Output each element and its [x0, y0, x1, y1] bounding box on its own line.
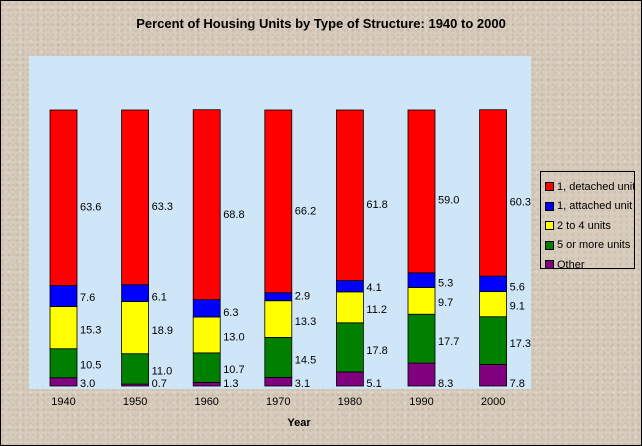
value-labels-layer: 3.0 10.5 15.3 7.6 63.6 0.711.0 18.9 6.1 63.3 1.3 1…: [80, 195, 531, 390]
bar-segment-2000-2-to-4-units: [479, 291, 508, 318]
bar-segment-1980-1-detached-unit: [335, 109, 364, 281]
value-label-1980-1-attached-unit: 4.1: [366, 282, 381, 294]
value-label-1960-1-attached-unit: 6.3: [223, 307, 238, 319]
value-label-2000-2-to-4-units: 9.1: [510, 300, 525, 312]
value-label-1970-2-to-4-units: 13.3: [295, 316, 316, 328]
legend-item-1-attached-unit: 1, attached unit: [541, 197, 634, 217]
bar-segment-1960-other: [192, 382, 221, 387]
bar-segment-1970-2-to-4-units: [264, 300, 293, 338]
x-tick-1980: 1980: [338, 396, 362, 408]
value-label-1950-1-attached-unit: 6.1: [152, 292, 167, 304]
value-label-2000-5-or-more-units: 17.3: [510, 338, 531, 350]
bar-segment-1950-1-attached-unit: [121, 284, 149, 302]
bar-segment-2000-other: [479, 364, 508, 387]
legend-label: 1, detached unit: [557, 180, 636, 193]
value-label-1970-other: 3.1: [295, 378, 310, 390]
x-tick-1970: 1970: [266, 396, 290, 408]
value-label-1950-1-detached-unit: 63.3: [152, 201, 173, 213]
value-label-1970-1-detached-unit: 66.2: [295, 205, 316, 217]
value-label-1940-other: 3.0: [80, 378, 95, 390]
value-label-1940-1-attached-unit: 7.6: [80, 292, 95, 304]
bar-segment-1980-2-to-4-units: [335, 291, 364, 324]
value-label-1940-1-detached-unit: 63.6: [80, 202, 101, 214]
value-label-1980-5-or-more-units: 17.8: [366, 345, 387, 357]
bar-segment-1960-2-to-4-units: [192, 316, 221, 354]
value-label-2000-1-attached-unit: 5.6: [510, 282, 525, 294]
legend-swatch: [545, 260, 554, 270]
legend-swatch: [545, 240, 554, 250]
legend-item-2-to-4-units: 2 to 4 units: [541, 216, 634, 236]
value-label-1950-other: 0.7: [152, 378, 167, 390]
bar-segment-1980-5-or-more-units: [335, 322, 364, 373]
bar-segment-1960-5-or-more-units: [192, 352, 221, 383]
bar-segment-2000-1-attached-unit: [479, 275, 508, 293]
value-label-1950-2-to-4-units: 18.9: [152, 325, 173, 337]
bar-segment-1940-2-to-4-units: [49, 306, 78, 350]
bar-segment-1980-1-attached-unit: [335, 280, 364, 293]
value-label-1990-1-detached-unit: 59.0: [438, 195, 459, 207]
bar-segment-1970-other: [264, 377, 293, 387]
bar-segment-2000-1-detached-unit: [479, 109, 508, 277]
value-label-1980-1-detached-unit: 61.8: [366, 199, 387, 211]
x-axis-label: Year: [287, 417, 311, 429]
bar-segment-1990-2-to-4-units: [407, 287, 436, 315]
legend: 1, detached unit 1, attached unit 2 to 4 u…: [540, 171, 636, 271]
legend-item-5-or-more-units: 5 or more units: [541, 236, 634, 256]
value-label-1960-other: 1.3: [223, 378, 238, 390]
bar-segment-1940-other: [49, 377, 78, 387]
value-label-1990-2-to-4-units: 9.7: [438, 297, 453, 309]
x-tick-1940: 1940: [51, 396, 75, 408]
bar-segment-1990-other: [407, 362, 436, 387]
chart-title: Percent of Housing Units by Type of Stru…: [136, 16, 506, 31]
bar-segment-1970-1-attached-unit: [264, 292, 293, 302]
bar-segment-1990-5-or-more-units: [407, 313, 436, 364]
legend-label: 1, attached unit: [557, 200, 633, 213]
value-label-1940-2-to-4-units: 15.3: [80, 325, 101, 337]
bar-segment-1940-5-or-more-units: [49, 348, 78, 379]
bar-segment-1940-1-detached-unit: [49, 109, 78, 286]
value-label-1960-2-to-4-units: 13.0: [223, 332, 244, 344]
legend-swatch: [545, 182, 554, 192]
value-label-1990-other: 8.3: [438, 378, 453, 390]
value-label-1940-5-or-more-units: 10.5: [80, 360, 101, 372]
bar-segment-1950-1-detached-unit: [121, 109, 149, 286]
value-label-1980-2-to-4-units: 11.2: [366, 304, 387, 316]
bar-segment-1980-other: [335, 371, 364, 387]
bar-segment-1940-1-attached-unit: [49, 285, 78, 307]
x-tick-2000: 2000: [481, 396, 505, 408]
bar-segment-1960-1-detached-unit: [192, 109, 221, 301]
value-label-1980-other: 5.1: [366, 378, 381, 390]
bar-segment-1960-1-attached-unit: [192, 299, 221, 318]
value-label-1960-5-or-more-units: 10.7: [223, 364, 244, 376]
value-label-1970-1-attached-unit: 2.9: [295, 291, 310, 303]
value-label-1990-1-attached-unit: 5.3: [438, 277, 453, 289]
legend-label: 5 or more units: [557, 239, 631, 252]
legend-item-other: Other: [541, 255, 634, 275]
bar-segment-1950-2-to-4-units: [121, 301, 149, 355]
legend-item-1-detached-unit: 1, detached unit: [541, 177, 636, 197]
value-label-2000-1-detached-unit: 60.3: [510, 196, 531, 208]
x-tick-1990: 1990: [409, 396, 433, 408]
value-label-1990-5-or-more-units: 17.7: [438, 336, 459, 348]
bar-segment-1990-1-attached-unit: [407, 272, 436, 288]
legend-label: 2 to 4 units: [557, 219, 611, 232]
legend-swatch: [545, 221, 554, 231]
value-label-1960-1-detached-unit: 68.8: [223, 209, 244, 221]
bar-segment-1990-1-detached-unit: [407, 109, 436, 274]
bar-segment-2000-5-or-more-units: [479, 316, 508, 365]
value-label-2000-other: 7.8: [510, 378, 525, 390]
bar-segment-1970-5-or-more-units: [264, 337, 293, 378]
value-label-1970-5-or-more-units: 14.5: [295, 354, 316, 366]
bar-segment-1970-1-detached-unit: [264, 109, 293, 294]
value-label-1950-5-or-more-units: 11.0: [152, 365, 173, 377]
x-tick-1960: 1960: [194, 396, 218, 408]
bar-segment-1950-5-or-more-units: [121, 353, 149, 385]
legend-swatch: [545, 201, 554, 211]
bars-layer: [49, 109, 508, 387]
x-tick-labels: 1940 1950 1960 1970 1980 1990 2000: [51, 396, 505, 408]
x-tick-1950: 1950: [123, 396, 147, 408]
legend-label: Other: [557, 258, 585, 271]
